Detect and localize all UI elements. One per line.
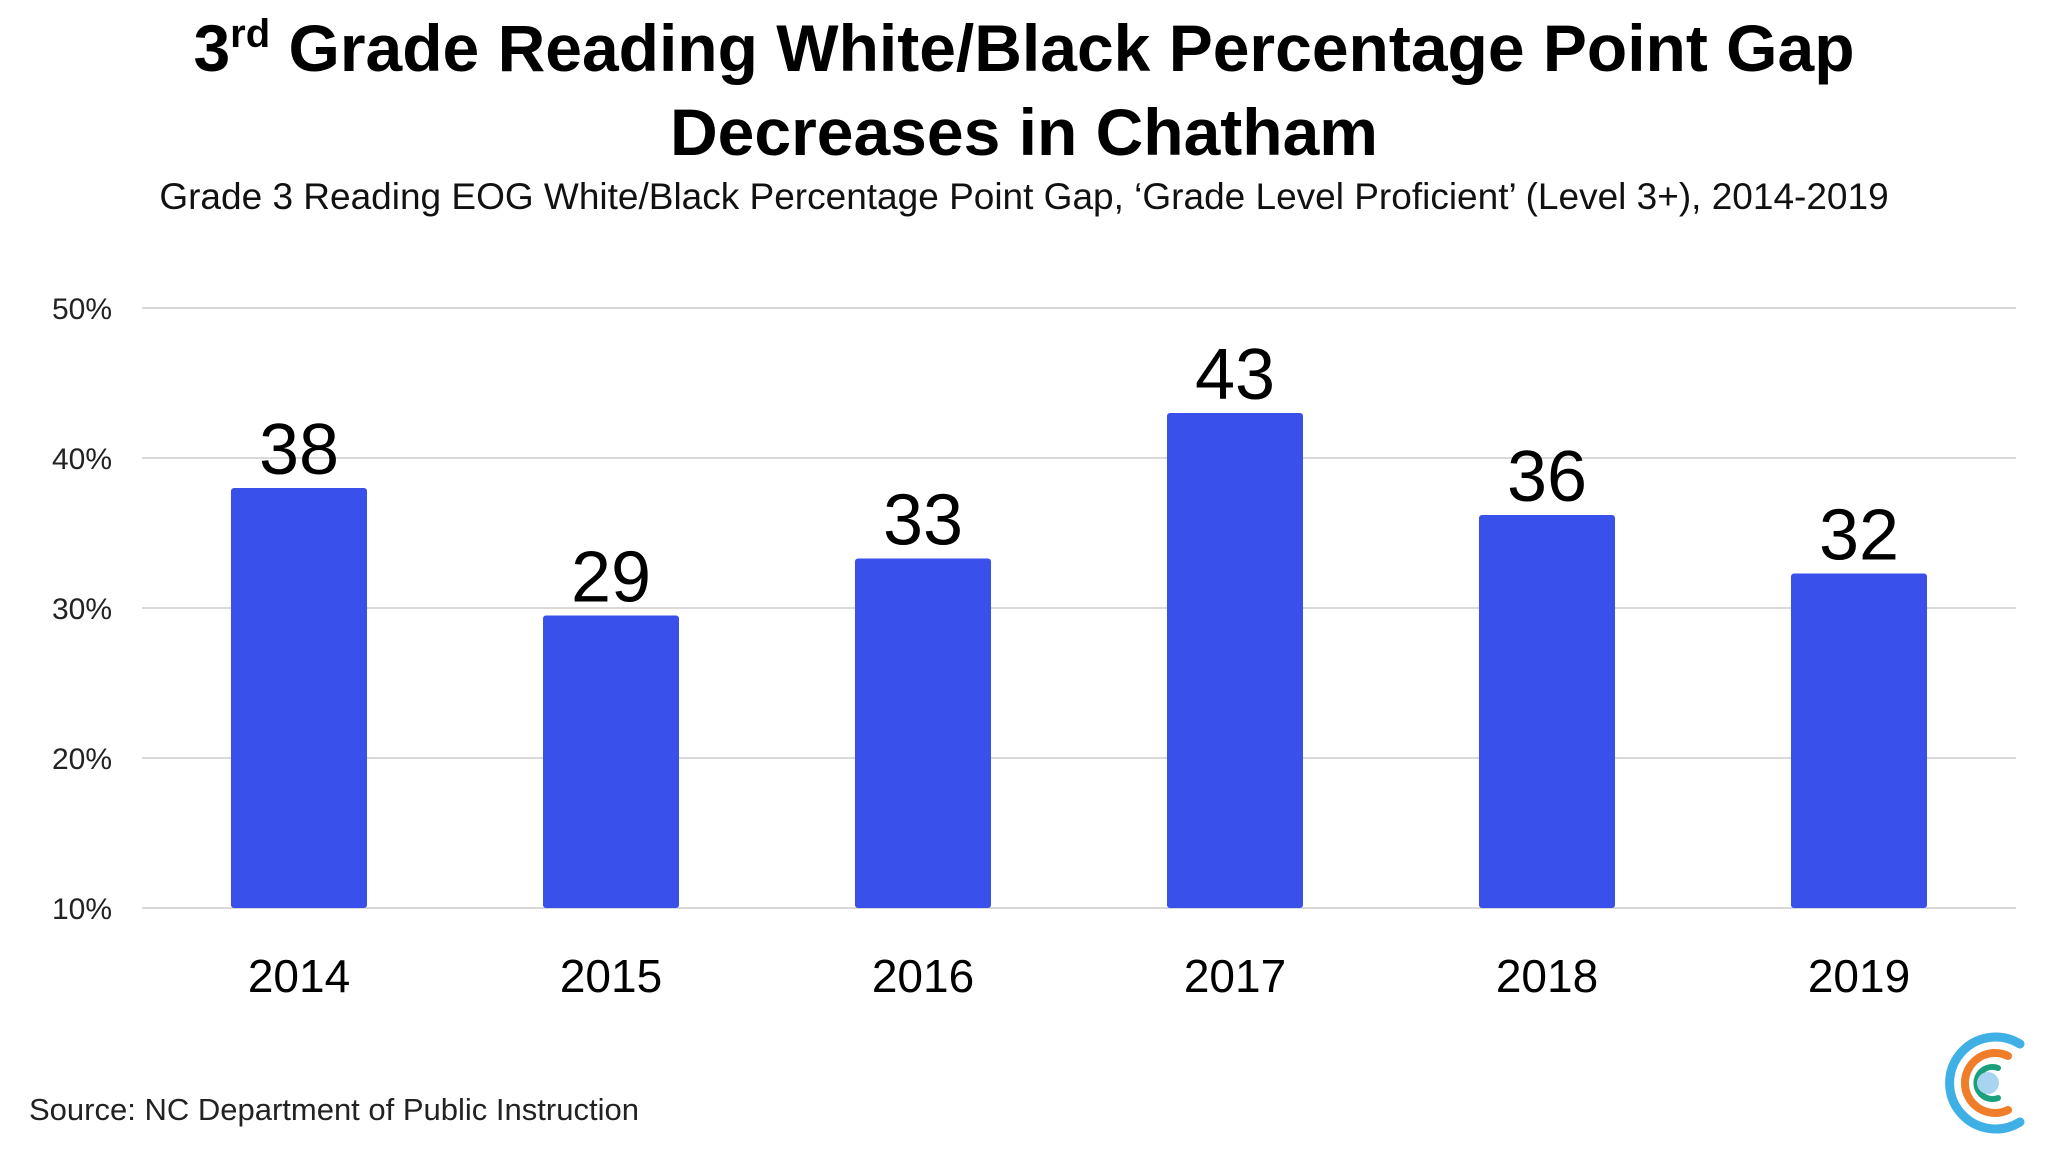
bars [231, 413, 1927, 908]
data-label: 38 [259, 410, 339, 490]
bar [231, 488, 367, 908]
y-tick-label: 30% [52, 593, 112, 626]
title-prefix: 3 [193, 11, 231, 85]
y-tick-label: 40% [52, 443, 112, 476]
circular-c-logo-icon [1945, 1032, 2025, 1134]
title-superscript: rd [230, 12, 271, 56]
bar [855, 558, 991, 908]
data-label: 33 [883, 481, 963, 561]
chart-subtitle: Grade 3 Reading EOG White/Black Percenta… [159, 176, 1889, 217]
data-label: 29 [571, 538, 651, 618]
x-axis-tick-labels: 2014 2015 2016 2017 2018 2019 [248, 950, 1910, 1002]
data-label: 43 [1195, 335, 1275, 415]
logo-middle-ring [1961, 1049, 2012, 1117]
source-note: Source: NC Department of Public Instruct… [29, 1092, 639, 1127]
logo-outer-ring [1945, 1032, 2025, 1134]
logo-inner-ring [1973, 1064, 2001, 1102]
y-axis-tick-labels: 10% 20% 30% 40% 50% [52, 293, 112, 926]
x-tick-label: 2014 [248, 950, 350, 1002]
x-tick-label: 2016 [872, 950, 974, 1002]
y-tick-label: 10% [52, 893, 112, 926]
chart-title: 3rd Grade Reading White/Black Percentage… [0, 6, 2048, 174]
y-tick-label: 20% [52, 743, 112, 776]
y-tick-label: 50% [52, 293, 112, 326]
x-tick-label: 2018 [1496, 950, 1598, 1002]
gridlines [142, 307, 2016, 909]
title-line-1-rest: Grade Reading White/Black Percentage Poi… [270, 11, 1855, 85]
x-tick-label: 2015 [560, 950, 662, 1002]
bar [1167, 413, 1303, 908]
data-label: 32 [1819, 496, 1899, 576]
x-tick-label: 2017 [1184, 950, 1286, 1002]
chart-title-line-1: 3rd Grade Reading White/Black Percentage… [0, 6, 2048, 90]
chart-title-line-2: Decreases in Chatham [670, 95, 1378, 169]
logo-center-dot [1977, 1072, 1999, 1094]
data-label: 36 [1507, 437, 1587, 517]
data-labels: 38 29 33 43 36 32 [259, 335, 1899, 618]
bar [1479, 515, 1615, 908]
x-tick-label: 2019 [1808, 950, 1910, 1002]
bar [543, 615, 679, 908]
bar [1791, 573, 1927, 908]
